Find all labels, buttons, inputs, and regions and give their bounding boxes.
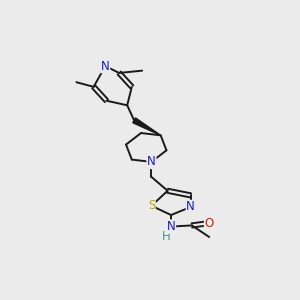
Text: N: N	[167, 220, 176, 233]
Text: S: S	[148, 199, 155, 212]
Text: N: N	[101, 59, 110, 73]
Text: N: N	[147, 155, 156, 168]
Text: O: O	[205, 217, 214, 230]
Text: N: N	[186, 200, 195, 213]
Polygon shape	[133, 118, 161, 135]
Text: H: H	[162, 230, 171, 244]
